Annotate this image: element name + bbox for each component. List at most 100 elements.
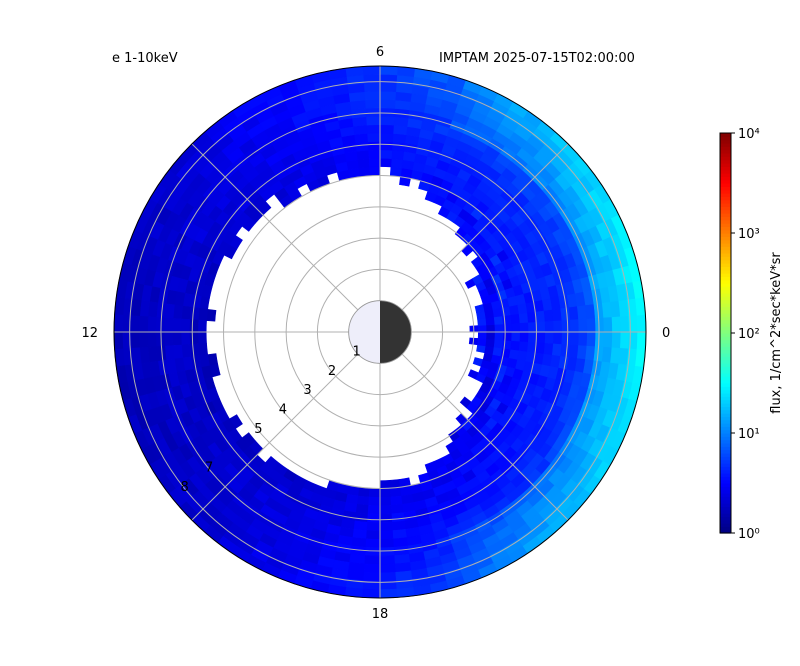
colorbar-segment <box>720 396 731 401</box>
flux-cell <box>379 115 395 126</box>
flux-cell <box>351 537 367 548</box>
colorbar-segment <box>720 319 731 324</box>
flux-cell <box>368 166 381 176</box>
flux-cell <box>543 308 554 322</box>
flux-cell <box>368 157 381 168</box>
colorbar-segment <box>720 489 731 494</box>
colorbar-segment <box>720 323 731 327</box>
flux-cell <box>113 331 124 350</box>
colorbar-segment <box>720 463 731 467</box>
colorbar-segment <box>720 256 731 261</box>
colorbar-segment <box>720 413 731 417</box>
flux-cell <box>511 331 521 342</box>
colorbar-segment <box>720 523 731 527</box>
colorbar-segment <box>720 249 731 254</box>
radial-tick-label: 8 <box>180 480 188 495</box>
radial-tick-label: 5 <box>254 422 262 437</box>
colorbar-segment <box>720 293 731 297</box>
radial-tick-label: 4 <box>279 403 287 418</box>
flux-cell <box>367 149 381 159</box>
colorbar-segment <box>720 143 731 147</box>
colorbar-segment <box>720 286 731 291</box>
flux-cell <box>197 343 209 357</box>
flux-cell <box>486 324 496 333</box>
flux-cell <box>181 305 192 320</box>
colorbar-segment <box>720 289 731 294</box>
flux-cell <box>366 132 381 143</box>
flux-cell <box>636 331 647 350</box>
colorbar-segment <box>720 483 731 487</box>
colorbar-segment <box>720 389 731 394</box>
colorbar-segment <box>720 189 731 194</box>
flux-cell <box>363 563 381 574</box>
flux-cell <box>189 306 200 321</box>
colorbar-segment <box>720 519 731 524</box>
colorbar-segment <box>720 263 731 267</box>
flux-cell <box>363 572 381 582</box>
colorbar-segment <box>720 216 731 221</box>
flux-cell <box>484 345 495 355</box>
flux-cell <box>585 345 596 361</box>
colorbar-segment <box>720 163 731 167</box>
colorbar-segment <box>720 386 731 391</box>
colorbar-segment <box>720 239 731 244</box>
colorbar-segment <box>720 419 731 424</box>
flux-cell <box>392 124 408 136</box>
mlt-label: 12 <box>81 326 98 341</box>
colorbar-gradient <box>720 133 731 534</box>
flux-cell <box>485 338 496 348</box>
colorbar-segment <box>720 236 731 241</box>
flux-cell <box>379 546 395 557</box>
colorbar-segment <box>720 509 731 514</box>
flux-cell <box>368 488 381 498</box>
flux-cell <box>594 317 605 333</box>
colorbar-segment <box>720 243 731 247</box>
flux-cell <box>585 303 596 319</box>
flux-cell <box>163 317 174 333</box>
colorbar-segment <box>720 269 731 274</box>
flux-cell <box>358 487 371 498</box>
flux-cell <box>568 305 579 320</box>
flux-cell <box>528 331 538 343</box>
colorbar-segment <box>720 476 731 481</box>
radial-tick-label: 2 <box>328 364 336 379</box>
polar-frame <box>113 65 647 599</box>
flux-cell <box>379 124 394 134</box>
polar-grid <box>114 66 646 598</box>
grid-spoke <box>379 143 569 333</box>
flux-cell <box>379 90 397 101</box>
colorbar-segment <box>720 439 731 444</box>
flux-cell <box>494 331 504 341</box>
radial-tick-label: 1 <box>353 344 361 359</box>
colorbar-segment <box>720 316 731 321</box>
flux-cell <box>553 331 563 345</box>
colorbar-segment <box>720 373 731 377</box>
flux-cell <box>477 324 488 333</box>
flux-cell <box>551 307 563 321</box>
flux-cell <box>536 331 546 344</box>
colorbar-segment <box>720 193 731 197</box>
colorbar-segment <box>720 146 731 151</box>
flux-cell <box>138 315 149 333</box>
flux-cell <box>379 521 394 532</box>
colorbar-segment <box>720 283 731 287</box>
flux-cell <box>147 331 157 348</box>
flux-cell <box>569 318 580 333</box>
colorbar-segment <box>720 433 731 437</box>
flux-cell <box>366 521 381 532</box>
flux-cell <box>367 513 381 523</box>
colorbar-segment <box>720 303 731 307</box>
flux-cell <box>561 331 571 345</box>
flux-cell <box>353 133 368 144</box>
flux-cell <box>379 132 394 143</box>
colorbar-segment <box>720 436 731 441</box>
flux-cell <box>206 308 217 322</box>
colorbar-tick-label: 10³ <box>738 227 760 242</box>
colorbar-segment <box>720 309 731 314</box>
flux-cell <box>536 320 546 333</box>
flux-cell <box>356 158 370 169</box>
flux-cell <box>130 315 140 333</box>
flux-cell <box>197 307 209 321</box>
flux-cell <box>354 141 369 152</box>
colorbar-segment <box>720 336 731 341</box>
